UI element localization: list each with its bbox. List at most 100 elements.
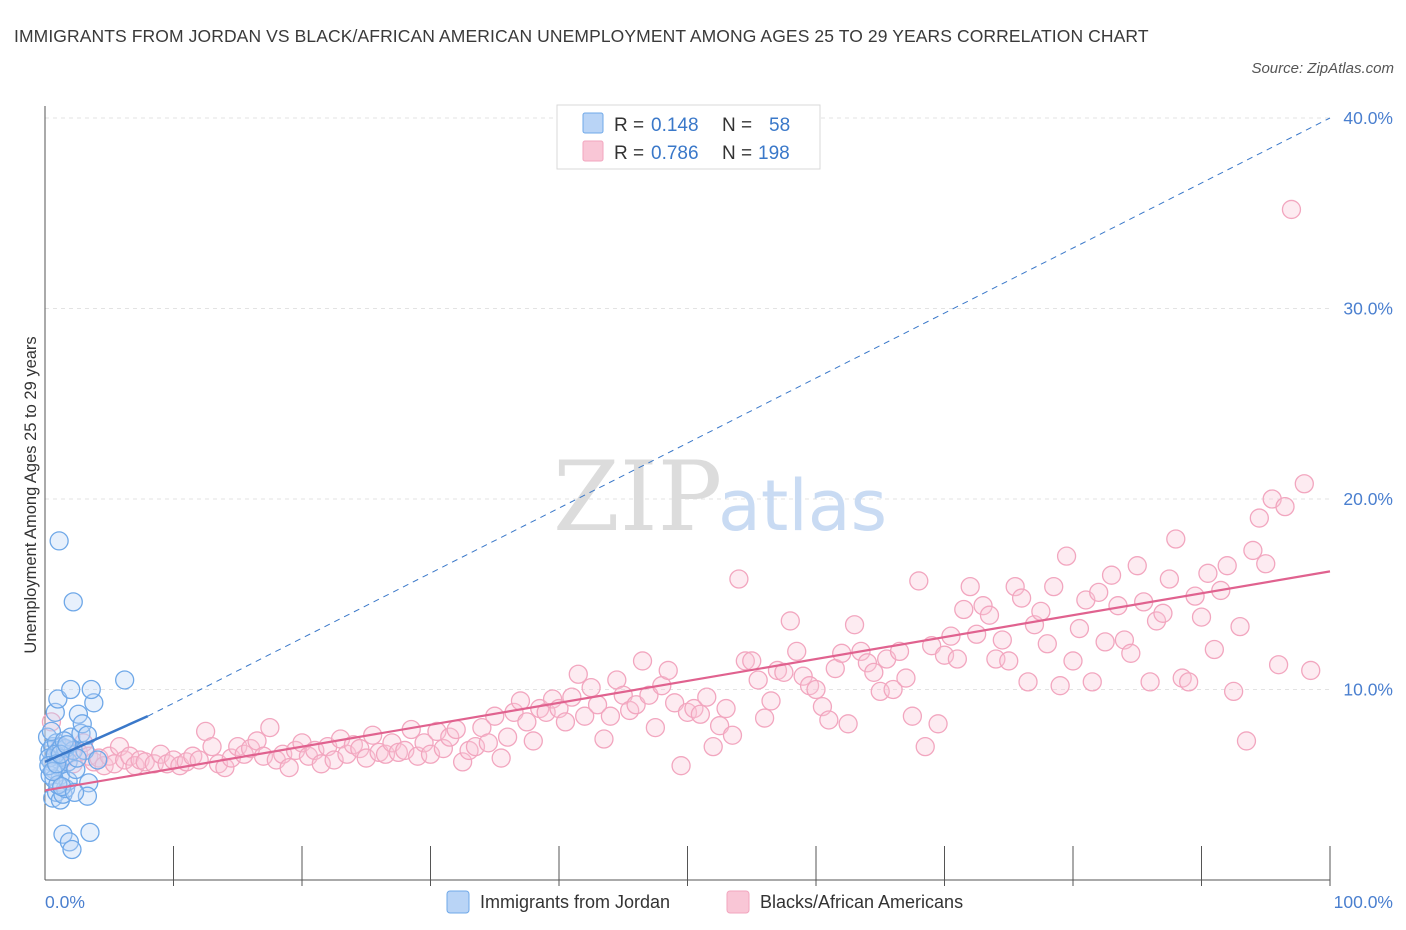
data-point: [88, 750, 108, 770]
data-point: [909, 571, 929, 591]
data-point: [202, 737, 222, 757]
data-point: [735, 651, 755, 671]
data-point: [562, 687, 582, 707]
data-point: [440, 727, 460, 747]
data-point: [594, 729, 614, 749]
data-point: [754, 708, 775, 728]
data-point: [478, 733, 498, 753]
watermark-zip: ZIP: [553, 441, 722, 553]
legend-label-jordan: Immigrants from Jordan: [480, 892, 670, 912]
data-point: [729, 569, 749, 589]
data-point: [1095, 632, 1115, 652]
data-point: [1011, 588, 1032, 608]
data-point: [1281, 199, 1302, 220]
data-point: [1063, 651, 1083, 671]
data-point: [1018, 672, 1038, 692]
watermark-atlas: atlas: [718, 465, 887, 547]
data-point: [819, 710, 839, 730]
data-point: [632, 651, 653, 671]
data-point: [1256, 554, 1276, 574]
data-point: [626, 695, 646, 715]
data-point: [954, 599, 974, 620]
stats-swatch-pink: [582, 140, 604, 162]
data-point: [748, 670, 768, 690]
data-point: [568, 664, 588, 684]
trend-line-jordan-extended: [147, 117, 1331, 717]
data-point: [1146, 611, 1167, 631]
data-point: [350, 738, 370, 759]
trend-line-black-african-americans: [44, 570, 1331, 792]
data-point: [1223, 681, 1244, 702]
y-tick-label: 20.0%: [1343, 489, 1393, 509]
data-point: [1082, 672, 1102, 692]
stats-r-label-2: R =: [614, 143, 644, 164]
y-tick-label: 10.0%: [1343, 680, 1393, 700]
data-point: [115, 750, 135, 770]
data-point: [61, 679, 81, 700]
data-point: [787, 641, 807, 662]
legend-swatch-black-african-americans: [726, 890, 750, 914]
data-point: [1294, 474, 1314, 494]
data-point: [68, 704, 89, 724]
data-point: [80, 822, 100, 843]
data-point: [1127, 556, 1147, 576]
data-point: [742, 651, 762, 671]
data-point: [279, 757, 299, 778]
series-legend: Immigrants from Jordan Blacks/African Am…: [446, 890, 963, 914]
x-tick-label: 0.0%: [45, 892, 85, 912]
stats-legend: R = 0.148 N = 58 R = 0.786 N = 198: [556, 104, 821, 170]
stats-swatch-blue: [582, 112, 604, 134]
data-point: [1044, 576, 1064, 597]
data-point: [928, 714, 948, 734]
data-point: [1275, 496, 1295, 517]
stats-n-label-1: N =: [722, 115, 752, 136]
data-point: [1050, 676, 1070, 696]
data-point: [555, 712, 576, 732]
data-point: [1031, 601, 1051, 622]
data-point: [1153, 603, 1173, 623]
data-point: [806, 679, 826, 700]
data-point: [1268, 655, 1289, 675]
data-point: [1243, 540, 1263, 561]
data-point: [1121, 643, 1141, 663]
data-point: [59, 832, 80, 852]
data-point: [1037, 634, 1057, 654]
data-point: [639, 685, 659, 705]
data-point: [600, 706, 621, 726]
data-point: [72, 714, 92, 734]
data-point: [414, 733, 434, 753]
y-tick-label: 30.0%: [1343, 299, 1393, 319]
data-point: [716, 698, 736, 719]
data-point: [947, 649, 967, 669]
data-point: [1089, 582, 1109, 602]
data-point: [915, 737, 935, 757]
data-point: [62, 839, 82, 860]
data-point: [41, 721, 62, 742]
data-point: [1159, 569, 1180, 589]
data-point: [703, 737, 723, 757]
data-point: [1301, 660, 1321, 681]
data-point: [452, 752, 473, 772]
data-point: [433, 738, 454, 759]
data-point: [722, 725, 743, 745]
legend-label-black-african-americans: Blacks/African Americans: [760, 892, 963, 912]
data-point: [523, 731, 543, 751]
data-point: [973, 596, 993, 616]
stats-n-value-2: 198: [758, 143, 790, 164]
data-point: [1217, 556, 1237, 576]
stats-n-value-1: 58: [769, 115, 790, 136]
chart-title: IMMIGRANTS FROM JORDAN VS BLACK/AFRICAN …: [14, 26, 1149, 46]
trend-line-jordan: [44, 715, 149, 764]
data-point: [999, 651, 1019, 671]
data-point: [63, 592, 83, 612]
data-point: [896, 668, 916, 688]
data-point: [671, 756, 691, 776]
data-point: [780, 611, 800, 631]
data-point: [658, 660, 678, 681]
data-point: [491, 748, 511, 768]
data-point: [844, 615, 865, 635]
data-point: [665, 693, 685, 713]
data-point: [1236, 731, 1257, 751]
data-point: [793, 666, 813, 686]
data-point: [883, 679, 903, 700]
